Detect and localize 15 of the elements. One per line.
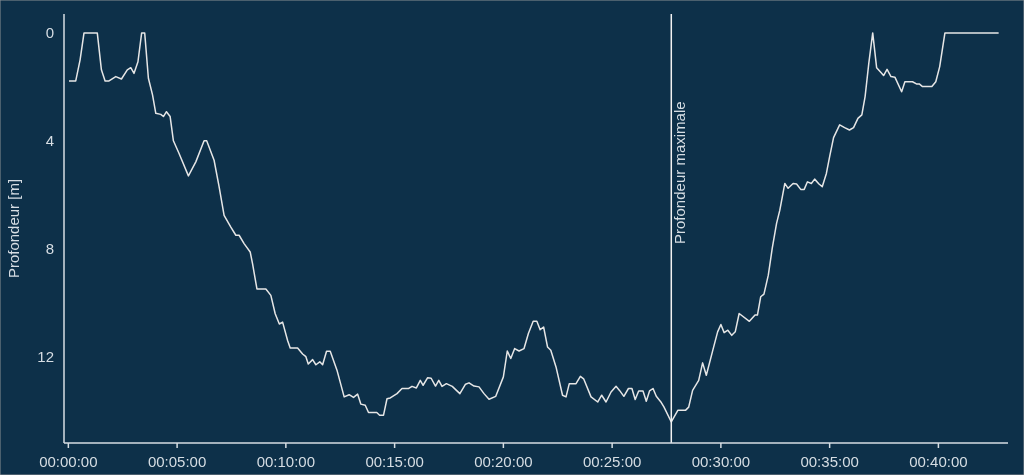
x-tick-label: 00:15:00	[365, 453, 424, 470]
x-tick-label: 00:35:00	[800, 453, 859, 470]
x-tick-label: 00:05:00	[147, 453, 207, 470]
x-tick-label: 00:00:00	[39, 453, 98, 470]
y-tick-label: 12	[37, 347, 54, 365]
y-tick-label: 0	[45, 23, 54, 41]
x-tick-label: 00:20:00	[474, 453, 533, 470]
y-tick-label: 4	[45, 131, 54, 149]
y-axis-title: Profondeur [m]	[5, 178, 22, 279]
ref-line-label: Profondeur maximale	[671, 101, 689, 244]
x-tick-label: 00:40:00	[909, 453, 968, 470]
x-tick-label: 00:10:00	[256, 453, 316, 470]
x-tick-label: 00:25:00	[582, 453, 642, 470]
y-tick-label: 8	[45, 239, 54, 257]
x-tick-label: 00:30:00	[691, 453, 751, 470]
